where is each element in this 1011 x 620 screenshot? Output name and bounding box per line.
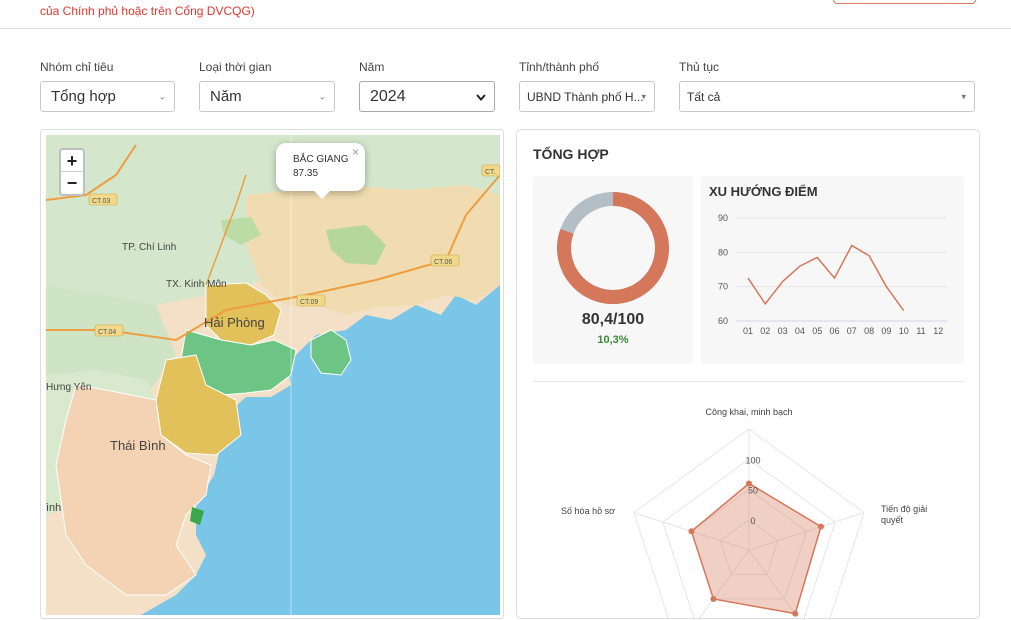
trend-card: XU HƯỚNG ĐIỂM 60 70 80 90 01 02 03 04 05 06 07 08 09… bbox=[701, 176, 964, 364]
map-canvas[interactable]: CT.03 CT.04 CT.09 CT.06 CT. TP. Chí Linh… bbox=[46, 135, 500, 615]
trend-xtick-label: 04 bbox=[795, 326, 805, 336]
map-label-ct09: CT.09 bbox=[300, 299, 318, 306]
filter-procedure: Thủ tục Tất cả ▾ bbox=[679, 60, 975, 112]
map-label-hungyen: Hưng Yên bbox=[46, 382, 91, 393]
summary-panel: TỔNG HỢP 80,4/100 10,3% XU HƯỚNG ĐIỂM 60… bbox=[516, 129, 980, 620]
radar-tick-label: 50 bbox=[748, 486, 758, 496]
popup-province-name: BẮC GIANG bbox=[293, 154, 349, 165]
filter-group: Nhóm chỉ tiêu Tổng hợp ⌄ bbox=[40, 60, 175, 112]
filter-province: Tỉnh/thành phố UBND Thành phố H... ▾ bbox=[519, 60, 655, 112]
trend-xtick-label: 06 bbox=[829, 326, 839, 336]
filter-province-label: Tỉnh/thành phố bbox=[519, 60, 600, 74]
zoom-out-button[interactable]: − bbox=[66, 173, 78, 193]
zoom-control: + − bbox=[59, 148, 85, 196]
map-label-ct03: CT.03 bbox=[92, 198, 110, 205]
trend-xtick-label: 08 bbox=[864, 326, 874, 336]
map-panel: CT.03 CT.04 CT.09 CT.06 CT. TP. Chí Linh… bbox=[40, 129, 504, 619]
trend-series-line bbox=[747, 244, 905, 312]
trend-title: XU HƯỚNG ĐIỂM bbox=[709, 184, 818, 199]
trend-xtick-label: 02 bbox=[760, 326, 770, 336]
radar-grid-ring bbox=[633, 428, 865, 620]
filter-year-label: Năm bbox=[359, 60, 385, 74]
chevron-down-icon bbox=[476, 93, 486, 101]
radar-tick-label: 100 bbox=[745, 455, 760, 465]
trend-xtick-label: 01 bbox=[743, 326, 753, 336]
chevron-down-icon: ⌄ bbox=[158, 91, 166, 101]
trend-xtick-label: 03 bbox=[778, 326, 788, 336]
radar-chart: 0 50 100 Công khai, minh bạch Tiến độ giải qu… bbox=[561, 407, 927, 620]
radar-grid-ring bbox=[719, 519, 779, 575]
radar-grid-ring bbox=[690, 488, 808, 600]
trend-xtick-label: 09 bbox=[881, 326, 891, 336]
score-change: 10,3% bbox=[597, 334, 629, 346]
map-popup: × BẮC GIANG 87.35 bbox=[276, 143, 365, 199]
radar-tick-label: 0 bbox=[750, 516, 755, 526]
zoom-in-button[interactable]: + bbox=[61, 150, 83, 172]
map-label-ct-edge: CT. bbox=[485, 169, 496, 176]
caret-down-icon: ▾ bbox=[641, 91, 646, 101]
filter-time-type-value: Năm bbox=[210, 88, 242, 105]
trend-xtick-label: 11 bbox=[916, 326, 925, 336]
filter-procedure-label: Thủ tục bbox=[679, 60, 720, 74]
map-label-chilinh: TP. Chí Linh bbox=[122, 242, 176, 253]
trend-xtick-label: 12 bbox=[933, 326, 943, 336]
caret-down-icon: ▾ bbox=[961, 91, 966, 101]
radar-axis-label: Tiến độ giải quyết bbox=[881, 504, 927, 525]
radar-axis-label: Công khai, minh bạch bbox=[705, 407, 792, 417]
map-label-thaibinh: Thái Bình bbox=[110, 438, 166, 453]
filter-time-type: Loại thời gian Năm ⌄ bbox=[199, 60, 335, 112]
summary-title: TỔNG HỢP bbox=[533, 146, 609, 162]
filter-province-value: UBND Thành phố H... bbox=[527, 89, 644, 104]
filter-province-select[interactable]: UBND Thành phố H... ▾ bbox=[519, 81, 655, 112]
filter-group-label: Nhóm chỉ tiêu bbox=[40, 60, 114, 74]
trend-chart: 60 70 80 90 01 02 03 04 05 06 07 08 09 10 11 12 bbox=[718, 213, 947, 336]
donut-chart bbox=[557, 192, 669, 304]
header-action-button[interactable] bbox=[833, 0, 976, 4]
filter-procedure-select[interactable]: Tất cả ▾ bbox=[679, 81, 975, 112]
map-label-inh: ình bbox=[46, 502, 61, 514]
trend-ytick-label: 80 bbox=[718, 247, 728, 257]
trend-xtick-label: 10 bbox=[899, 326, 909, 336]
chevron-down-icon: ⌄ bbox=[318, 91, 326, 101]
trend-xtick-label: 07 bbox=[847, 326, 857, 336]
radar-point bbox=[746, 480, 752, 487]
donut-value-arc bbox=[557, 192, 669, 304]
filter-year-value: 2024 bbox=[370, 87, 406, 105]
radar-axis-label: Số hóa hồ sơ bbox=[561, 506, 615, 516]
radar-grid-ring bbox=[662, 458, 836, 620]
map-label-haiphong: Hải Phòng bbox=[204, 315, 265, 330]
trend-ytick-label: 70 bbox=[718, 282, 728, 292]
trend-ytick-label: 60 bbox=[718, 316, 728, 326]
radar-point bbox=[817, 523, 824, 530]
map-label-ct06: CT.06 bbox=[434, 259, 452, 266]
map-label-kinhmon: TX. Kinh Môn bbox=[166, 279, 227, 290]
radar-point bbox=[688, 528, 695, 535]
header-divider bbox=[0, 28, 1011, 29]
section-divider bbox=[533, 381, 964, 382]
filter-procedure-value: Tất cả bbox=[687, 89, 721, 104]
popup-province-value: 87.35 bbox=[293, 168, 319, 179]
filter-time-type-label: Loại thời gian bbox=[199, 60, 272, 74]
map-label-ct04: CT.04 bbox=[98, 329, 116, 336]
radar-point bbox=[710, 595, 717, 602]
filter-group-value: Tổng hợp bbox=[51, 88, 116, 105]
filter-year-select[interactable]: 2024 bbox=[359, 81, 495, 112]
score-value: 80,4/100 bbox=[581, 311, 645, 328]
radar-spoke bbox=[748, 512, 865, 551]
filter-year: Năm 2024 bbox=[359, 60, 495, 112]
close-icon[interactable]: × bbox=[351, 145, 359, 159]
map-graphic: CT.03 CT.04 CT.09 CT.06 CT. TP. Chí Linh… bbox=[46, 135, 500, 615]
filter-time-type-select[interactable]: Năm ⌄ bbox=[199, 81, 335, 112]
filter-group-select[interactable]: Tổng hợp ⌄ bbox=[40, 81, 175, 112]
radar-point bbox=[792, 610, 799, 617]
score-card: 80,4/100 10,3% bbox=[533, 176, 693, 364]
trend-xtick-label: 05 bbox=[812, 326, 822, 336]
radar-series-area bbox=[690, 482, 822, 615]
header-note: của Chính phủ hoặc trên Cổng DVCQG) bbox=[40, 4, 255, 18]
trend-ytick-label: 90 bbox=[718, 213, 728, 223]
radar-spoke bbox=[748, 549, 801, 620]
